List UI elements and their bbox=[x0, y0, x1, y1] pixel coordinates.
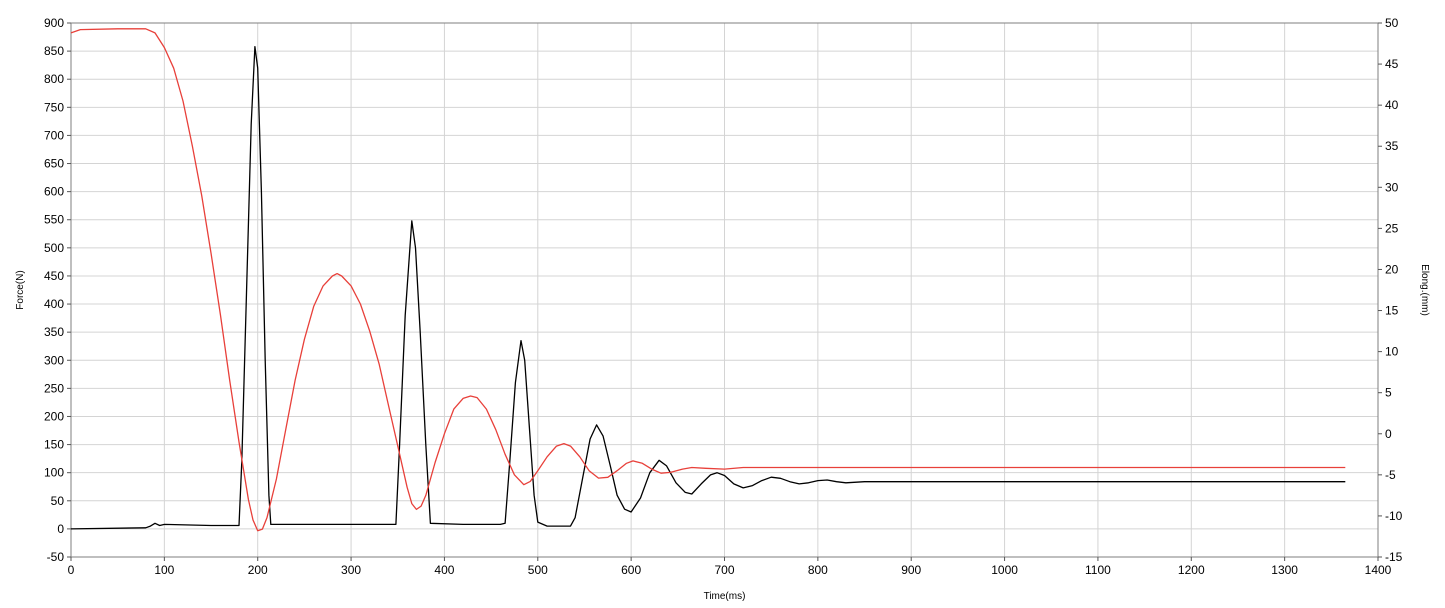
y-left-tick-label: 550 bbox=[44, 213, 64, 227]
y-right-tick-label: 45 bbox=[1385, 57, 1399, 71]
y-right-tick-label: 15 bbox=[1385, 304, 1399, 318]
y-left-tick-label: 150 bbox=[44, 438, 64, 452]
y-left-tick-label: 300 bbox=[44, 353, 64, 367]
x-tick-label: 1000 bbox=[991, 563, 1018, 577]
series-layer bbox=[70, 28, 1346, 532]
x-tick-label: 0 bbox=[68, 563, 75, 577]
y-left-axis-title: Force(N) bbox=[15, 270, 26, 309]
x-tick-label: 100 bbox=[154, 563, 174, 577]
y-left-tick-label: 100 bbox=[44, 466, 64, 480]
y-left-tick-label: 700 bbox=[44, 128, 64, 142]
y-right-tick-label: 40 bbox=[1385, 98, 1399, 112]
x-axis-title: Time(ms) bbox=[704, 591, 746, 602]
y-left-tick-label: 900 bbox=[44, 16, 64, 30]
y-left-tick-label: 600 bbox=[44, 185, 64, 199]
y-right-tick-label: -10 bbox=[1385, 509, 1403, 523]
x-tick-label: 200 bbox=[248, 563, 268, 577]
x-tick-label: 300 bbox=[341, 563, 361, 577]
y-right-axis-title: Elong.(mm) bbox=[1419, 264, 1430, 316]
y-right-tick-label: -5 bbox=[1385, 468, 1396, 482]
y-left-tick-label: 750 bbox=[44, 100, 64, 114]
y-left-tick-label: 400 bbox=[44, 297, 64, 311]
x-tick-label: 900 bbox=[901, 563, 921, 577]
y-right-tick-label: 50 bbox=[1385, 16, 1399, 30]
x-tick-label: 1400 bbox=[1365, 563, 1392, 577]
x-tick-label: 800 bbox=[808, 563, 828, 577]
x-tick-label: 400 bbox=[434, 563, 454, 577]
x-tick-label: 1100 bbox=[1085, 563, 1111, 577]
y-right-tick-label: 25 bbox=[1385, 221, 1399, 235]
elongation-series-line bbox=[70, 28, 1346, 532]
y-left-tick-label: 200 bbox=[44, 409, 64, 423]
x-tick-label: 500 bbox=[528, 563, 548, 577]
x-tick-label: 1300 bbox=[1271, 563, 1298, 577]
y-left-tick-label: 50 bbox=[51, 494, 65, 508]
x-tick-label: 700 bbox=[714, 563, 734, 577]
y-right-tick-label: 0 bbox=[1385, 427, 1392, 441]
y-left-tick-label: 450 bbox=[44, 269, 64, 283]
y-left-tick-label: 850 bbox=[44, 44, 64, 58]
y-left-tick-label: 500 bbox=[44, 241, 64, 255]
x-tick-label: 600 bbox=[621, 563, 641, 577]
axis-ticks: 0 100 200 300 400 500 600 700 800 900 1000 1100 1200… bbox=[44, 16, 1403, 577]
grid bbox=[70, 22, 1379, 558]
y-left-tick-label: -50 bbox=[47, 550, 65, 564]
y-right-tick-label: -15 bbox=[1385, 550, 1403, 564]
y-right-tick-label: 10 bbox=[1385, 345, 1399, 359]
y-left-tick-label: 800 bbox=[44, 72, 64, 86]
y-right-tick-label: 35 bbox=[1385, 139, 1399, 153]
x-tick-label: 1200 bbox=[1178, 563, 1205, 577]
y-left-tick-label: 250 bbox=[44, 381, 64, 395]
y-right-tick-label: 5 bbox=[1385, 386, 1392, 400]
y-left-tick-label: 350 bbox=[44, 325, 64, 339]
force-series-line bbox=[70, 45, 1346, 530]
y-right-tick-label: 20 bbox=[1385, 262, 1399, 276]
y-left-tick-label: 650 bbox=[44, 157, 64, 171]
y-left-tick-label: 0 bbox=[57, 522, 64, 536]
y-right-tick-label: 30 bbox=[1385, 180, 1399, 194]
